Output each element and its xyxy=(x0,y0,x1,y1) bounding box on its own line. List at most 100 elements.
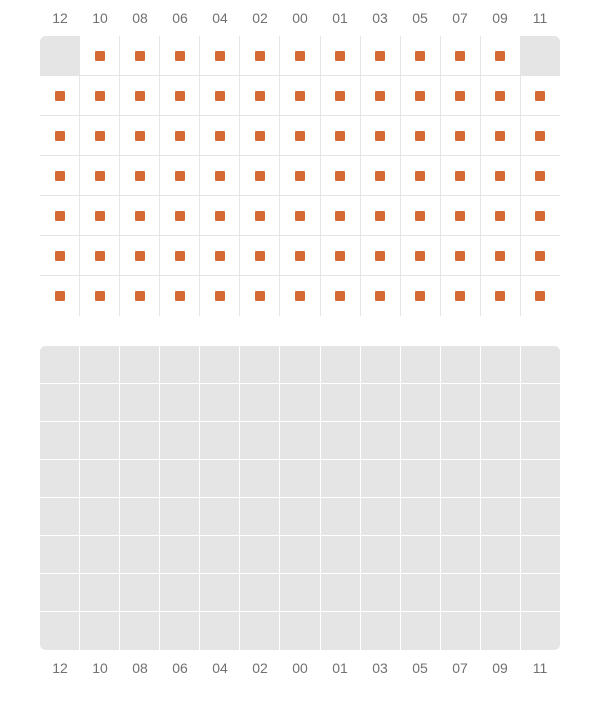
seat-cell-available[interactable] xyxy=(120,236,160,276)
seat-cell-available[interactable] xyxy=(481,236,521,276)
seat-cell-unavailable xyxy=(280,536,320,574)
seat-cell-unavailable xyxy=(240,574,280,612)
seat-cell-available[interactable] xyxy=(361,36,401,76)
seat-cell-available[interactable] xyxy=(80,236,120,276)
seat-cell-available[interactable] xyxy=(361,156,401,196)
seat-cell-available[interactable] xyxy=(160,116,200,156)
seat-cell-available[interactable] xyxy=(361,236,401,276)
seat-cell-available[interactable] xyxy=(240,276,280,316)
seat-cell-available[interactable] xyxy=(521,236,560,276)
seat-cell-available[interactable] xyxy=(401,36,441,76)
seat-cell-available[interactable] xyxy=(160,156,200,196)
seat-cell-available[interactable] xyxy=(441,276,481,316)
seat-cell-available[interactable] xyxy=(200,76,240,116)
seat-cell-available[interactable] xyxy=(321,116,361,156)
seat-cell-available[interactable] xyxy=(160,36,200,76)
seat-cell-available[interactable] xyxy=(521,116,560,156)
seat-cell-available[interactable] xyxy=(200,236,240,276)
column-labels-bottom: 12100806040200010305070911 xyxy=(0,650,600,686)
seat-cell-available[interactable] xyxy=(481,156,521,196)
seat-cell-available[interactable] xyxy=(481,36,521,76)
seat-cell-unavailable xyxy=(160,460,200,498)
seat-cell-available[interactable] xyxy=(280,276,320,316)
seat-cell-available[interactable] xyxy=(80,196,120,236)
seat-cell-available[interactable] xyxy=(240,116,280,156)
seat-marker-icon xyxy=(255,131,265,141)
seat-cell-available[interactable] xyxy=(160,276,200,316)
seat-cell-available[interactable] xyxy=(321,196,361,236)
seat-cell-available[interactable] xyxy=(481,116,521,156)
seat-cell-unavailable xyxy=(401,536,441,574)
seat-cell-available[interactable] xyxy=(280,36,320,76)
seat-cell-available[interactable] xyxy=(240,196,280,236)
seat-cell-available[interactable] xyxy=(361,76,401,116)
seat-cell-available[interactable] xyxy=(401,116,441,156)
seat-cell-unavailable xyxy=(40,460,80,498)
seat-cell-available[interactable] xyxy=(401,156,441,196)
seat-cell-available[interactable] xyxy=(240,76,280,116)
seat-cell-available[interactable] xyxy=(481,76,521,116)
seat-marker-icon xyxy=(455,51,465,61)
seat-cell-available[interactable] xyxy=(361,116,401,156)
seat-cell-available[interactable] xyxy=(120,276,160,316)
seat-cell-available[interactable] xyxy=(80,276,120,316)
seat-cell-available[interactable] xyxy=(401,276,441,316)
seat-cell-available[interactable] xyxy=(80,76,120,116)
seat-cell-available[interactable] xyxy=(521,156,560,196)
seat-cell-available[interactable] xyxy=(280,196,320,236)
seat-cell-available[interactable] xyxy=(120,196,160,236)
seat-cell-available[interactable] xyxy=(120,76,160,116)
seat-cell-available[interactable] xyxy=(401,196,441,236)
seat-cell-available[interactable] xyxy=(280,156,320,196)
seat-cell-available[interactable] xyxy=(521,276,560,316)
seat-cell-available[interactable] xyxy=(120,116,160,156)
seat-cell-available[interactable] xyxy=(361,276,401,316)
seat-cell-available[interactable] xyxy=(160,236,200,276)
seat-cell-unavailable xyxy=(80,574,120,612)
seat-cell-available[interactable] xyxy=(160,196,200,236)
seat-cell-available[interactable] xyxy=(441,196,481,236)
seat-cell-available[interactable] xyxy=(200,116,240,156)
seat-cell-available[interactable] xyxy=(40,116,80,156)
seat-cell-available[interactable] xyxy=(401,76,441,116)
seat-cell-available[interactable] xyxy=(120,156,160,196)
seat-cell-available[interactable] xyxy=(441,116,481,156)
seat-cell-available[interactable] xyxy=(280,236,320,276)
seat-cell-available[interactable] xyxy=(200,276,240,316)
seat-cell-available[interactable] xyxy=(441,156,481,196)
seat-cell-available[interactable] xyxy=(40,236,80,276)
seat-cell-available[interactable] xyxy=(240,156,280,196)
seat-cell-available[interactable] xyxy=(481,196,521,236)
seat-cell-available[interactable] xyxy=(521,196,560,236)
seat-cell-available[interactable] xyxy=(361,196,401,236)
seat-cell-available[interactable] xyxy=(40,156,80,196)
seat-cell-available[interactable] xyxy=(441,36,481,76)
seat-cell-available[interactable] xyxy=(441,236,481,276)
seat-cell-available[interactable] xyxy=(40,276,80,316)
column-label: 02 xyxy=(240,660,280,676)
column-label: 10 xyxy=(80,660,120,676)
seat-cell-available[interactable] xyxy=(80,116,120,156)
seat-cell-available[interactable] xyxy=(40,196,80,236)
seat-cell-available[interactable] xyxy=(401,236,441,276)
seat-cell-available[interactable] xyxy=(321,36,361,76)
seat-cell-available[interactable] xyxy=(321,276,361,316)
seat-cell-available[interactable] xyxy=(120,36,160,76)
seat-cell-available[interactable] xyxy=(200,156,240,196)
seat-cell-available[interactable] xyxy=(321,236,361,276)
seat-cell-available[interactable] xyxy=(200,36,240,76)
seat-cell-available[interactable] xyxy=(280,116,320,156)
seat-cell-available[interactable] xyxy=(321,76,361,116)
seat-cell-available[interactable] xyxy=(521,76,560,116)
seat-cell-available[interactable] xyxy=(240,36,280,76)
seat-cell-available[interactable] xyxy=(200,196,240,236)
seat-cell-available[interactable] xyxy=(40,76,80,116)
seat-cell-available[interactable] xyxy=(80,156,120,196)
seat-cell-available[interactable] xyxy=(80,36,120,76)
seat-cell-available[interactable] xyxy=(321,156,361,196)
seat-cell-available[interactable] xyxy=(441,76,481,116)
seat-cell-available[interactable] xyxy=(160,76,200,116)
seat-cell-available[interactable] xyxy=(280,76,320,116)
seat-cell-available[interactable] xyxy=(240,236,280,276)
seat-cell-available[interactable] xyxy=(481,276,521,316)
